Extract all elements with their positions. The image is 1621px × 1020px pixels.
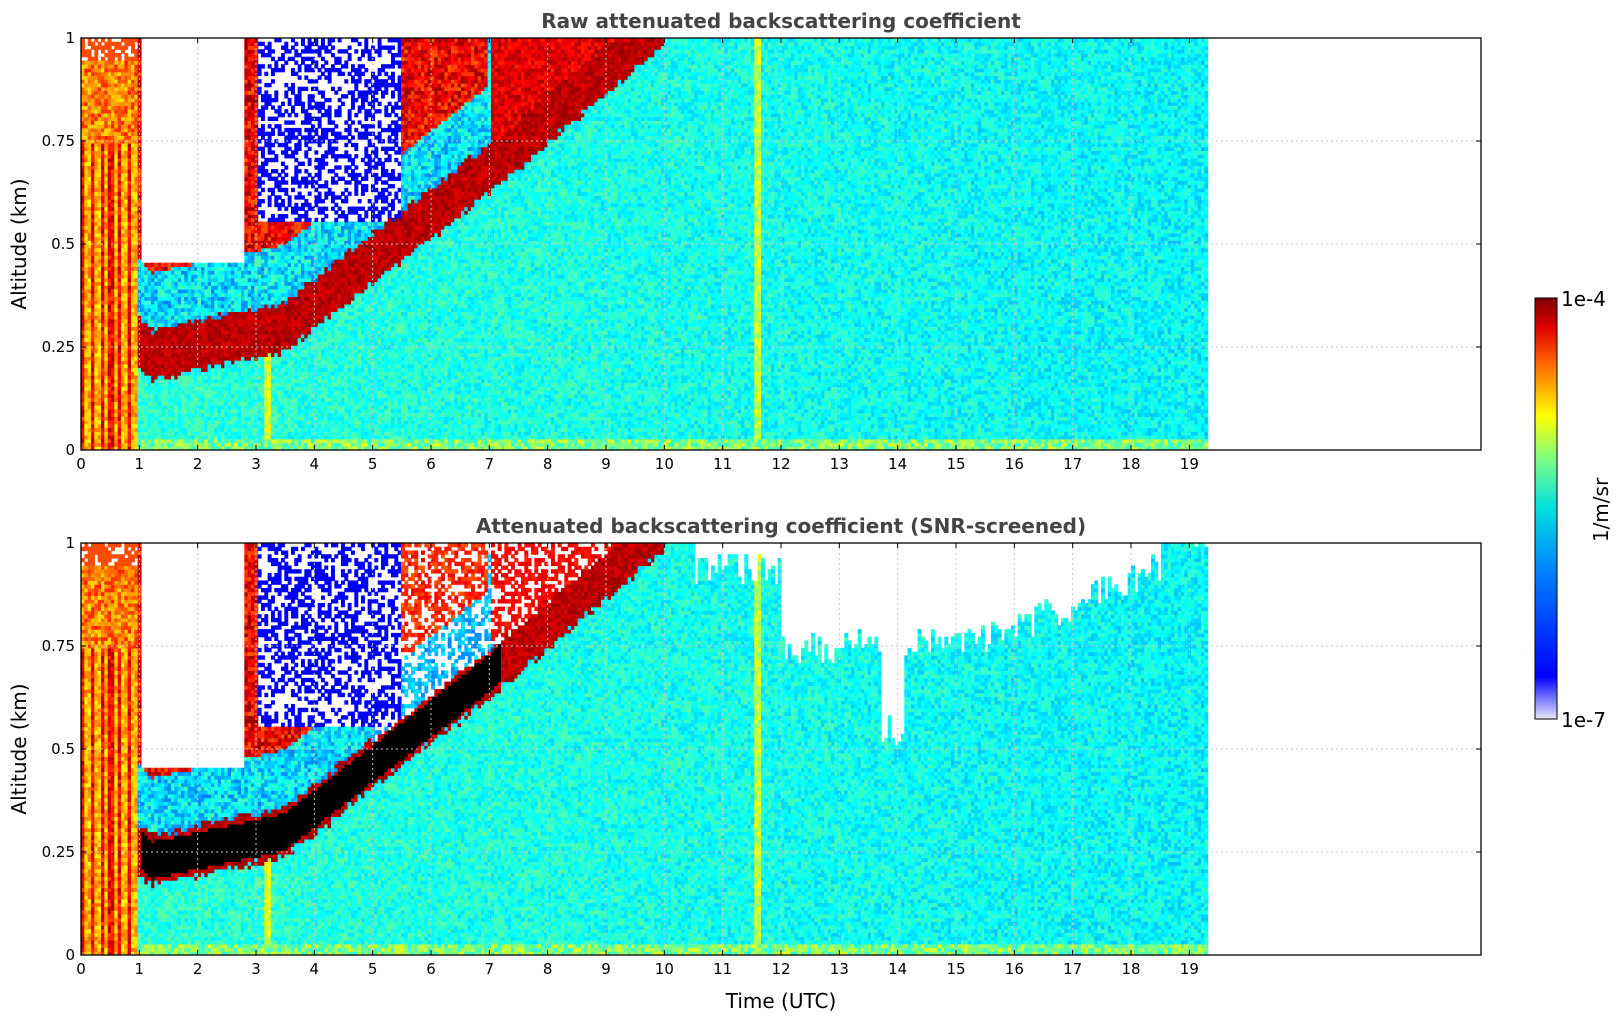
x-tick-label: 4 [310,455,320,473]
x-tick-label: 18 [1121,455,1140,473]
x-tick-label: 11 [713,960,732,978]
x-tick-label: 17 [1063,960,1082,978]
x-tick-label: 15 [946,960,965,978]
x-tick-label: 19 [1180,455,1199,473]
x-tick-label: 3 [251,455,261,473]
y-axis-label: Altitude (km) [7,683,31,814]
y-tick-label: 1 [65,534,75,552]
y-tick-label: 0.5 [51,740,75,758]
x-tick-label: 17 [1063,455,1082,473]
snr-screened-panel: Attenuated backscattering coefficient (S… [7,514,1481,1013]
x-tick-label: 18 [1121,960,1140,978]
y-tick-label: 0.25 [42,843,75,861]
colorbar-gradient [1535,298,1557,719]
x-tick-label: 4 [310,960,320,978]
y-tick-label: 0 [65,946,75,964]
x-tick-label: 7 [485,455,495,473]
x-tick-label: 9 [601,960,611,978]
colorbar-min-label: 1e-7 [1561,708,1606,732]
x-tick-label: 6 [426,960,436,978]
x-tick-label: 16 [1005,960,1024,978]
x-tick-label: 2 [193,960,203,978]
x-tick-label: 1 [135,455,145,473]
x-tick-label: 8 [543,960,553,978]
x-tick-label: 1 [135,960,145,978]
x-tick-label: 13 [830,960,849,978]
heatmap-image [81,38,1208,451]
x-tick-label: 14 [888,455,907,473]
x-axis-label: Time (UTC) [725,989,837,1013]
x-tick-label: 5 [368,960,378,978]
x-tick-label: 10 [655,960,674,978]
y-tick-label: 1 [65,29,75,47]
x-tick-label: 7 [485,960,495,978]
x-tick-label: 12 [771,960,790,978]
y-tick-label: 0.25 [42,338,75,356]
x-tick-label: 15 [946,455,965,473]
y-axis-label: Altitude (km) [7,178,31,309]
x-tick-label: 5 [368,455,378,473]
x-tick-label: 10 [655,455,674,473]
colorbar: 1e-4 1e-7 1/m/sr [1535,287,1613,732]
x-tick-label: 9 [601,455,611,473]
x-tick-label: 14 [888,960,907,978]
x-tick-label: 13 [830,455,849,473]
x-tick-label: 11 [713,455,732,473]
y-tick-label: 0.5 [51,235,75,253]
colorbar-max-label: 1e-4 [1561,287,1606,311]
x-tick-label: 0 [76,455,86,473]
x-tick-label: 8 [543,455,553,473]
panel-title: Raw attenuated backscattering coefficien… [541,9,1021,33]
x-tick-label: 3 [251,960,261,978]
x-tick-label: 16 [1005,455,1024,473]
x-tick-label: 6 [426,455,436,473]
raw-backscatter-panel: Raw attenuated backscattering coefficien… [7,9,1481,473]
heatmap-image [81,543,1208,956]
y-tick-label: 0.75 [42,132,75,150]
panel-title: Attenuated backscattering coefficient (S… [476,514,1086,538]
x-tick-label: 2 [193,455,203,473]
y-tick-label: 0.75 [42,637,75,655]
x-tick-label: 19 [1180,960,1199,978]
x-tick-label: 12 [771,455,790,473]
colorbar-label: 1/m/sr [1589,477,1613,542]
y-tick-label: 0 [65,441,75,459]
x-tick-label: 0 [76,960,86,978]
